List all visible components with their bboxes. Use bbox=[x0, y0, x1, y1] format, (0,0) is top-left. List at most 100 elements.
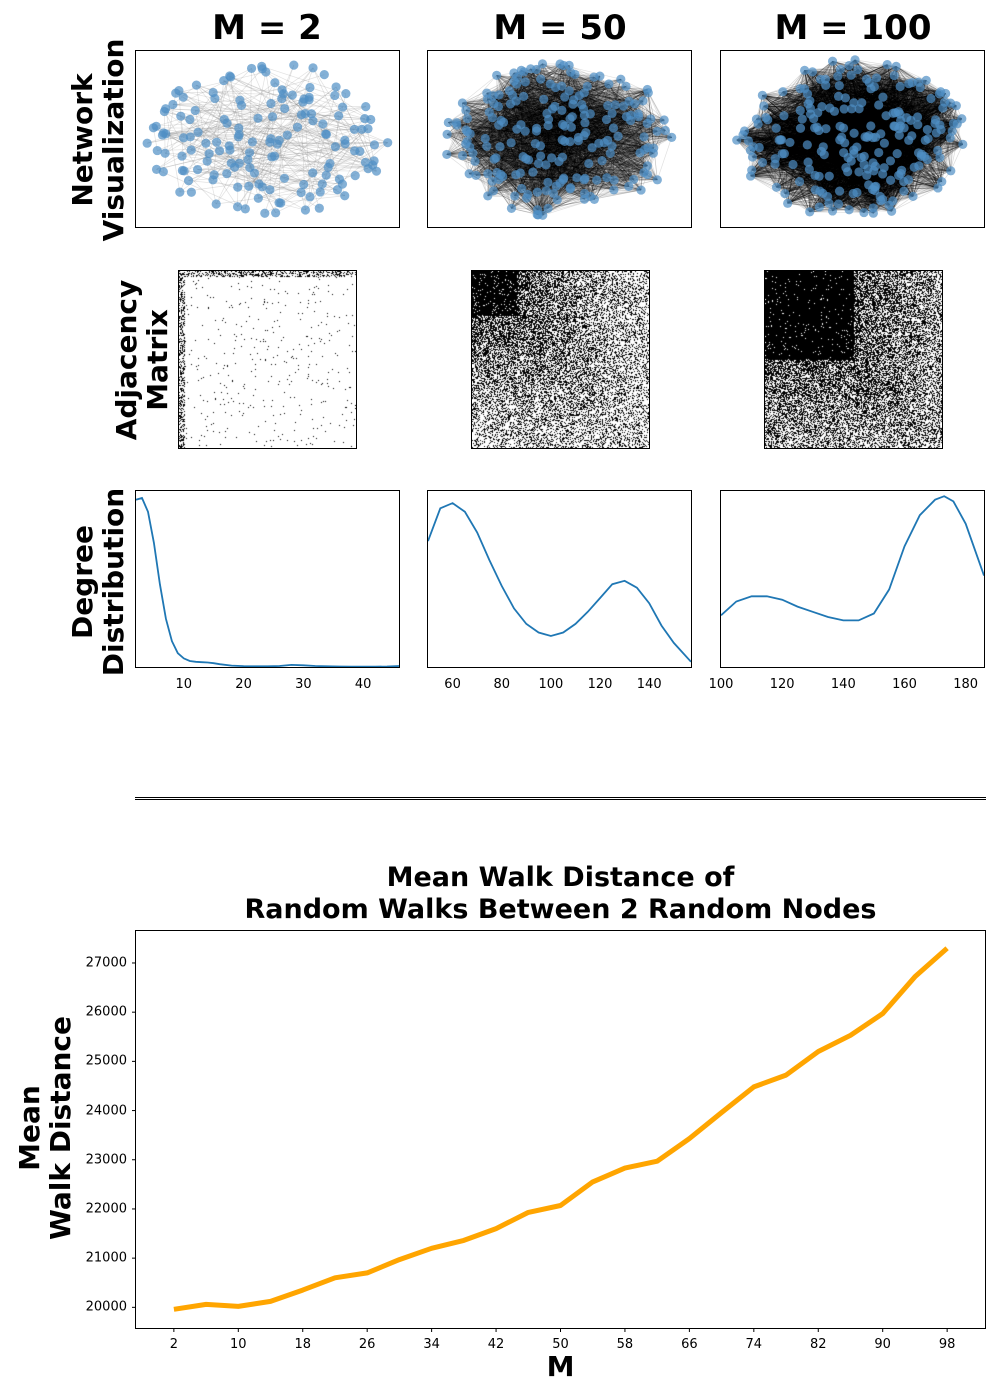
network-edge bbox=[540, 100, 644, 157]
network-edge bbox=[498, 106, 658, 132]
network-edge bbox=[562, 103, 635, 158]
network-node bbox=[185, 114, 195, 125]
network-edge bbox=[502, 123, 648, 177]
network-edge bbox=[498, 165, 648, 180]
network-edge bbox=[545, 164, 644, 173]
network-edge bbox=[520, 124, 549, 209]
network-node bbox=[306, 109, 317, 119]
network-edge bbox=[509, 90, 547, 191]
network-node bbox=[363, 164, 373, 174]
network-edge bbox=[523, 96, 561, 184]
network-edge bbox=[486, 93, 500, 180]
network-edge bbox=[559, 76, 601, 184]
network-edge bbox=[462, 155, 500, 180]
network-edge bbox=[283, 93, 320, 209]
network-edge bbox=[495, 157, 642, 191]
network-node bbox=[308, 63, 318, 73]
network-node bbox=[280, 103, 290, 114]
network-edge bbox=[606, 116, 627, 178]
row-label-degree-line1: Degree bbox=[66, 524, 99, 640]
network-edge bbox=[342, 151, 361, 185]
network-edge bbox=[467, 78, 541, 119]
network-node bbox=[308, 168, 318, 178]
network-edge bbox=[563, 147, 593, 179]
network-edge bbox=[562, 116, 639, 180]
network-edge bbox=[493, 95, 553, 110]
network-edge bbox=[510, 85, 562, 144]
network-edge bbox=[625, 86, 666, 131]
network-edge bbox=[466, 124, 499, 142]
network-edge bbox=[563, 179, 614, 191]
network-edge bbox=[238, 127, 345, 197]
network-edge bbox=[472, 95, 580, 154]
network-edge bbox=[521, 149, 645, 189]
network-edge bbox=[585, 132, 648, 167]
network-edge bbox=[262, 115, 339, 188]
network-edge bbox=[465, 100, 517, 145]
network-edge bbox=[511, 69, 537, 209]
network-edge bbox=[503, 85, 562, 123]
network-edge bbox=[487, 116, 627, 174]
network-edge bbox=[493, 103, 614, 129]
network-edge bbox=[265, 71, 272, 104]
network-edge bbox=[514, 113, 548, 197]
network-edge bbox=[516, 83, 649, 94]
network-node bbox=[334, 111, 344, 121]
network-edge bbox=[462, 102, 558, 201]
network-edge bbox=[156, 119, 371, 170]
network-edge bbox=[487, 74, 576, 174]
network-edge bbox=[456, 78, 621, 126]
network-edge bbox=[540, 99, 574, 147]
network-node bbox=[178, 133, 189, 143]
network-edge bbox=[558, 127, 614, 162]
network-edge bbox=[590, 179, 658, 197]
network-edge bbox=[492, 95, 549, 126]
network-edge bbox=[516, 83, 585, 181]
network-edge bbox=[520, 96, 524, 125]
network-edge bbox=[563, 113, 613, 179]
network-edge bbox=[510, 142, 517, 175]
network-edge bbox=[536, 130, 599, 144]
network-edge bbox=[547, 147, 593, 183]
network-edge bbox=[500, 143, 536, 175]
network-edge bbox=[175, 92, 360, 152]
network-edge bbox=[474, 161, 547, 192]
network-edge bbox=[517, 77, 527, 159]
network-edge bbox=[537, 142, 605, 211]
network-edge bbox=[562, 147, 649, 158]
network-edge bbox=[517, 76, 609, 85]
network-edge bbox=[493, 158, 538, 215]
network-edge bbox=[587, 86, 649, 94]
network-edge bbox=[546, 179, 634, 192]
network-edge bbox=[516, 100, 563, 125]
network-edge bbox=[573, 92, 649, 101]
network-edge bbox=[584, 179, 629, 187]
network-edge bbox=[269, 141, 305, 185]
network-edge bbox=[530, 68, 586, 179]
network-edge bbox=[496, 125, 565, 173]
network-edge bbox=[147, 116, 273, 144]
network-edge bbox=[590, 77, 595, 114]
network-edge bbox=[365, 142, 388, 163]
network-edge bbox=[536, 69, 591, 197]
network-edge bbox=[527, 137, 579, 195]
network-edge bbox=[498, 119, 665, 180]
network-edge bbox=[447, 133, 611, 154]
network-edge bbox=[536, 128, 597, 181]
network-edge bbox=[500, 100, 517, 175]
network-edge bbox=[553, 86, 563, 194]
network-edge bbox=[547, 103, 635, 183]
network-edge bbox=[224, 119, 275, 157]
network-edge bbox=[540, 76, 594, 80]
network-edge bbox=[553, 76, 595, 194]
network-node bbox=[171, 88, 181, 98]
network-edge bbox=[584, 105, 608, 124]
network-edge bbox=[520, 99, 545, 125]
network-edge bbox=[278, 98, 283, 203]
network-edge bbox=[474, 95, 494, 162]
network-edge bbox=[521, 70, 634, 180]
network-edge bbox=[500, 120, 529, 195]
network-edge bbox=[537, 161, 560, 193]
network-edge bbox=[503, 122, 521, 174]
network-edge bbox=[494, 155, 541, 160]
